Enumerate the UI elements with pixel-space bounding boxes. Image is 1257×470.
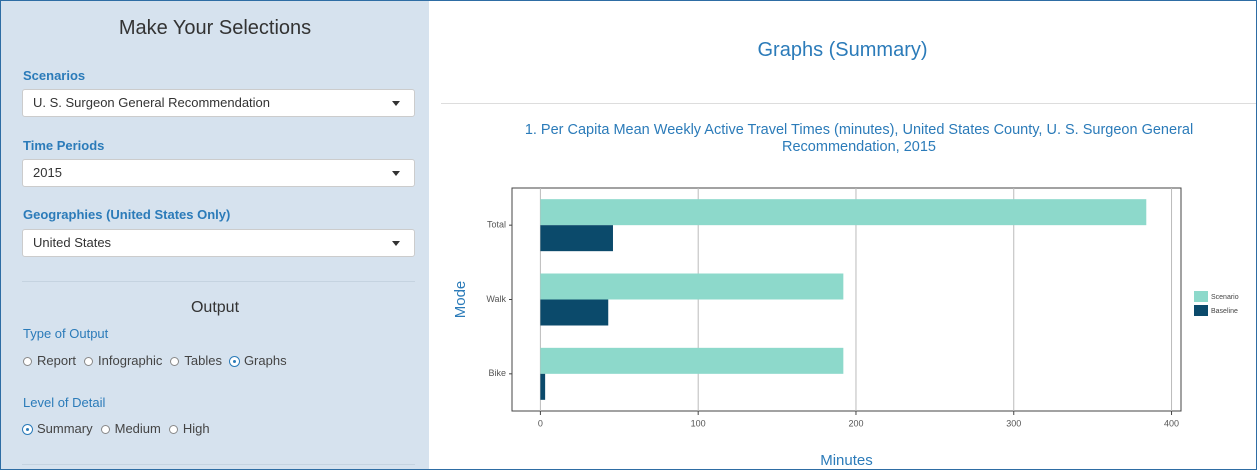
y-tick-label: Total (487, 220, 506, 230)
separator (441, 103, 1256, 104)
bar (540, 347, 844, 374)
radio-label: Report (37, 353, 77, 368)
label: Scenarios (23, 68, 86, 83)
separator (22, 464, 415, 465)
radio-dot (84, 357, 94, 366)
y-tick-label: Walk (486, 294, 506, 304)
select[interactable]: 2015 (22, 159, 415, 187)
sidebar: Make Your Selections Scenarios U. S. Sur… (1, 1, 429, 469)
bar (540, 273, 844, 300)
label: Geographies (United States Only) (23, 207, 231, 222)
label: Level of Detail (23, 395, 106, 410)
select[interactable]: U. S. Surgeon General Recommendation (22, 89, 415, 117)
legend-label: Scenario (1211, 294, 1239, 301)
radio-option[interactable]: Infographic (84, 353, 162, 368)
bar (540, 199, 1147, 226)
x-tick-label: 200 (848, 418, 863, 428)
bar (540, 373, 546, 400)
label: Type of Output (23, 326, 109, 341)
radio-label: Infographic (98, 353, 163, 368)
radio-option[interactable]: Medium (100, 421, 161, 436)
sidebar-title: Make Your Selections (118, 17, 312, 39)
radio-dot (168, 425, 178, 434)
radio-dot (23, 425, 32, 434)
section-title: Output (190, 299, 240, 316)
radio-label: Summary (37, 421, 93, 436)
y-tick-label: Bike (488, 368, 506, 378)
main-panel: Graphs (Summary) 1. Per Capita Mean Week… (429, 1, 1256, 469)
radio-dot (23, 357, 32, 366)
x-tick-label: 100 (691, 418, 706, 428)
radio-dot (100, 425, 110, 434)
radio-dot (229, 357, 239, 366)
radio-group: Summary Medium High (23, 421, 218, 436)
radio-group: Report Infographic Tables Graphs (23, 353, 295, 368)
radio-option[interactable]: Report (23, 353, 76, 368)
radio-option[interactable]: High (168, 421, 210, 436)
main-title: Graphs (Summary) (757, 39, 928, 61)
radio-label: Graphs (243, 353, 287, 368)
x-tick-label: 0 (538, 418, 543, 428)
legend-label: Baseline (1211, 308, 1238, 315)
radio-label: High (182, 421, 210, 436)
x-tick-label: 300 (1006, 418, 1021, 428)
bar (540, 299, 609, 326)
radio-option[interactable]: Summary (23, 421, 93, 436)
radio-label: Medium (114, 421, 161, 436)
select[interactable]: United States (22, 229, 415, 257)
radio-label: Tables (184, 353, 222, 368)
separator (22, 281, 415, 282)
chart-title: 1. Per Capita Mean Weekly Active Travel … (524, 122, 1194, 155)
radio-option[interactable]: Graphs (229, 353, 287, 368)
radio-option[interactable]: Tables (170, 353, 222, 368)
x-axis-label: Minutes (820, 452, 873, 469)
radio-dot (170, 357, 180, 366)
x-tick-label: 400 (1164, 418, 1179, 428)
legend-swatch (1194, 291, 1208, 302)
label: Time Periods (23, 138, 105, 153)
bar (540, 225, 613, 252)
legend-swatch (1194, 305, 1208, 316)
y-axis-label: Mode (452, 281, 469, 319)
chart: 0 100 200 300 400 Total Walk Bike Minutes Mode Sce… (452, 187, 1239, 469)
